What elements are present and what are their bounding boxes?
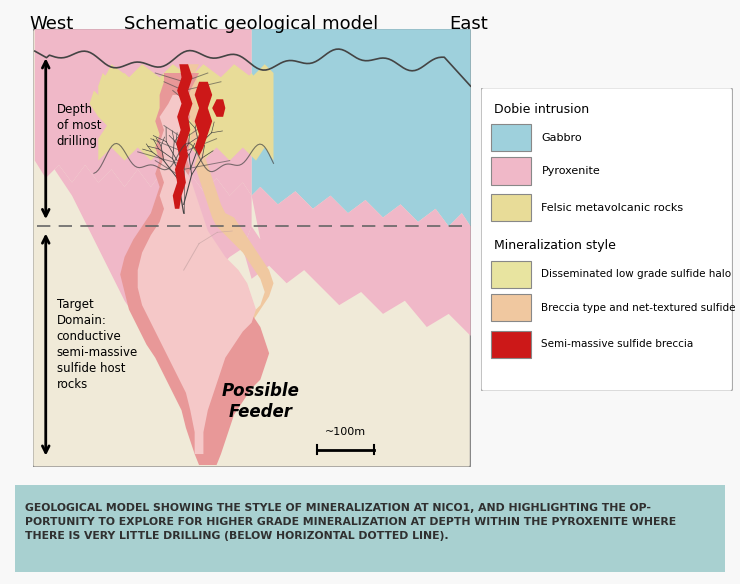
Polygon shape xyxy=(35,29,252,196)
Polygon shape xyxy=(195,82,212,157)
Text: Pyroxenite: Pyroxenite xyxy=(542,166,600,176)
Text: Gabbro: Gabbro xyxy=(542,133,582,142)
Text: Schematic geological model: Schematic geological model xyxy=(124,15,379,33)
Polygon shape xyxy=(212,99,225,117)
Polygon shape xyxy=(243,187,471,336)
Polygon shape xyxy=(98,64,274,161)
FancyBboxPatch shape xyxy=(33,29,471,467)
Text: Semi-massive sulfide breccia: Semi-massive sulfide breccia xyxy=(542,339,693,349)
Bar xyxy=(491,158,531,185)
FancyBboxPatch shape xyxy=(7,484,733,573)
Text: East: East xyxy=(450,15,488,33)
Polygon shape xyxy=(35,161,252,357)
Text: ~100m: ~100m xyxy=(325,426,366,437)
Text: Possible
Feeder: Possible Feeder xyxy=(221,382,299,421)
Bar xyxy=(491,124,531,151)
Text: Breccia type and net-textured sulfide: Breccia type and net-textured sulfide xyxy=(542,303,736,313)
Polygon shape xyxy=(90,91,274,130)
FancyBboxPatch shape xyxy=(481,88,733,391)
Bar xyxy=(491,294,531,321)
Polygon shape xyxy=(120,73,269,465)
Bar xyxy=(491,331,531,358)
Bar xyxy=(491,260,531,288)
Polygon shape xyxy=(138,95,256,454)
Text: Mineralization style: Mineralization style xyxy=(494,239,616,252)
Polygon shape xyxy=(252,29,471,227)
Text: Felsic metavolcanic rocks: Felsic metavolcanic rocks xyxy=(542,203,684,213)
Text: Depth
of most
drilling: Depth of most drilling xyxy=(57,103,101,148)
Bar xyxy=(491,194,531,221)
Text: Dobie intrusion: Dobie intrusion xyxy=(494,103,589,116)
Text: Disseminated low grade sulfide halo: Disseminated low grade sulfide halo xyxy=(542,269,732,279)
Text: Target
Domain:
conductive
semi-massive
sulfide host
rocks: Target Domain: conductive semi-massive s… xyxy=(57,298,138,391)
Polygon shape xyxy=(172,64,192,209)
Text: West: West xyxy=(30,15,74,33)
Polygon shape xyxy=(172,64,274,463)
Polygon shape xyxy=(98,73,269,108)
Text: GEOLOGICAL MODEL SHOWING THE STYLE OF MINERALIZATION AT NICO1, AND HIGHLIGHTING : GEOLOGICAL MODEL SHOWING THE STYLE OF MI… xyxy=(25,502,676,541)
